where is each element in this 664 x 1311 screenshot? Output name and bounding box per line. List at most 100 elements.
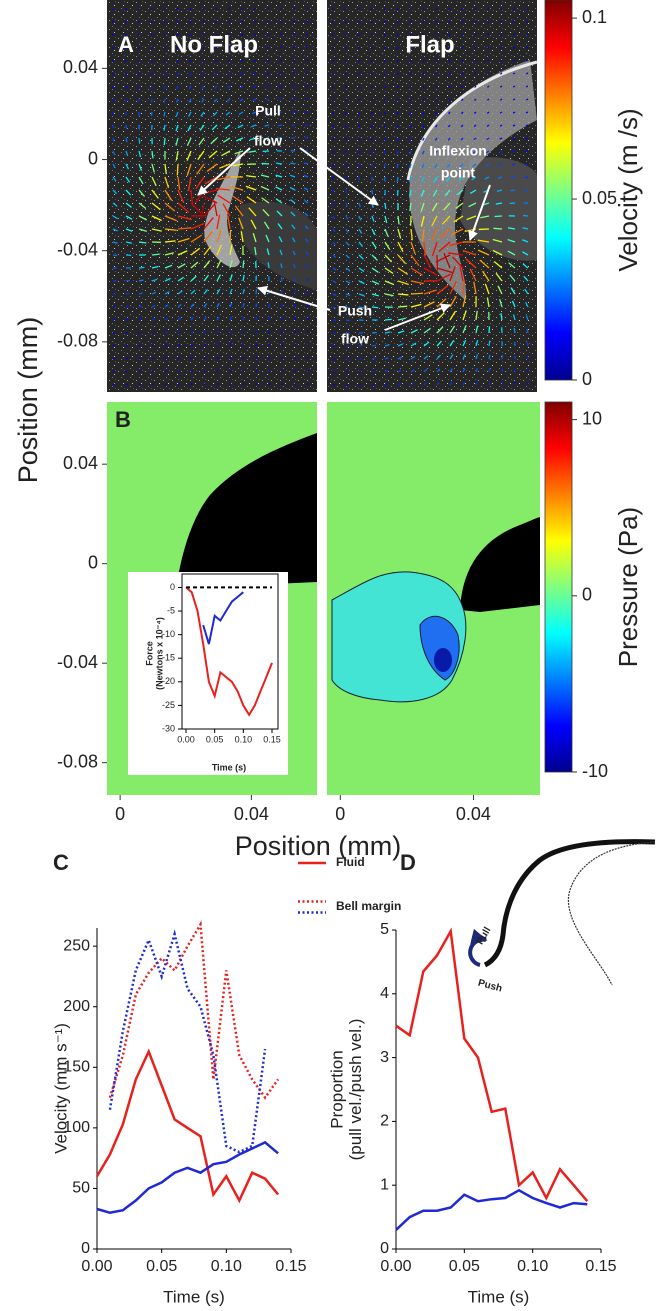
colorbar-tick-label: 0.05 [582,188,617,208]
flow-vector [151,357,155,360]
flow-vector [242,289,245,295]
image-title: Flap [405,31,454,58]
flow-vector [216,356,219,360]
y-tick-label: 2 [380,1113,389,1130]
flow-vector [278,124,283,127]
flow-vector [436,340,442,347]
flow-vector [138,305,143,308]
flow-vector [435,46,438,50]
flow-vector [246,174,257,178]
flow-vector [487,46,490,49]
y-axis-label: Force [144,641,154,666]
flow-vector [186,150,192,161]
flow-vector [229,229,232,243]
colorbar-tick-label: 10 [582,408,602,428]
flow-vector [458,176,464,182]
flow-vector [151,253,160,256]
flow-vector [511,176,516,179]
flow-vector [253,33,257,36]
flow-vector [177,276,185,282]
flow-vector [421,176,425,183]
flow-vector [216,316,220,321]
flow-vector [292,20,296,23]
flow-vector [436,326,444,334]
flow-vector [112,124,115,129]
flow-vector [449,310,457,321]
flow-vector [423,355,429,360]
flow-vector [332,293,337,296]
flow-vector [507,250,516,256]
flow-vector [187,111,192,117]
flow-vector [189,59,192,63]
flow-vector [449,354,454,360]
flow-vector [371,254,378,261]
flow-vector [410,355,416,360]
flow-vector [498,163,503,167]
flow-vector [290,211,296,217]
flow-vector [138,202,147,210]
bell-region [176,433,317,590]
flow-vector [522,214,529,217]
flow-vector [345,189,348,194]
flow-vector [462,325,467,334]
flow-vector [150,98,153,103]
flow-vector [266,248,270,256]
y-axis-label: Position (mm) [13,317,43,484]
flow-vector [448,59,451,62]
flow-vector [384,331,391,334]
flow-vector [474,59,477,62]
flow-vector [462,310,467,321]
flow-vector [279,59,283,62]
flow-vector [246,196,257,204]
flow-vector [499,72,503,75]
flow-vector [177,290,183,295]
flow-vector [345,280,351,284]
x-tick-label: 0.00 [380,1258,411,1275]
flow-vector [448,72,451,75]
flow-vector [383,72,386,76]
flow-vector [254,246,257,256]
flow-vector [112,215,118,220]
flow-vector [421,163,425,169]
flow-vector [423,314,433,321]
flow-vector [345,293,351,297]
flow-vector [163,85,166,90]
flow-vector [265,98,270,101]
flow-vector [163,137,166,146]
flow-vector [189,7,192,11]
flow-vector [409,163,412,169]
flow-vector [358,202,361,208]
flow-vector [397,369,402,373]
flow-vector [112,370,116,373]
flow-vector [221,150,231,157]
flow-vector [190,261,199,269]
flow-vector [397,280,409,286]
flow-vector [203,217,214,230]
flow-vector [512,72,516,75]
flow-vector [240,59,244,62]
flow-vector [500,46,503,49]
flow-vector [112,150,116,156]
flow-vector [202,7,205,11]
flow-vector [112,383,116,386]
flow-vector [370,72,373,76]
flow-vector [384,344,390,347]
flow-vector [410,303,422,308]
flow-vector [473,137,477,141]
y-tick-label: 0 [380,1240,389,1257]
flow-vector [231,195,244,204]
flow-vector [212,111,218,117]
flow-vector [163,46,166,50]
flow-vector [176,72,179,76]
flow-vector [409,150,412,155]
flow-vector [449,281,458,295]
flow-vector [371,357,376,360]
flow-vector [443,253,451,269]
flow-vector [305,72,309,75]
flow-vector [125,163,130,170]
flow-vector [292,7,296,10]
flow-vector [226,98,231,103]
flow-vector [435,98,438,102]
flow-vector [422,59,425,63]
